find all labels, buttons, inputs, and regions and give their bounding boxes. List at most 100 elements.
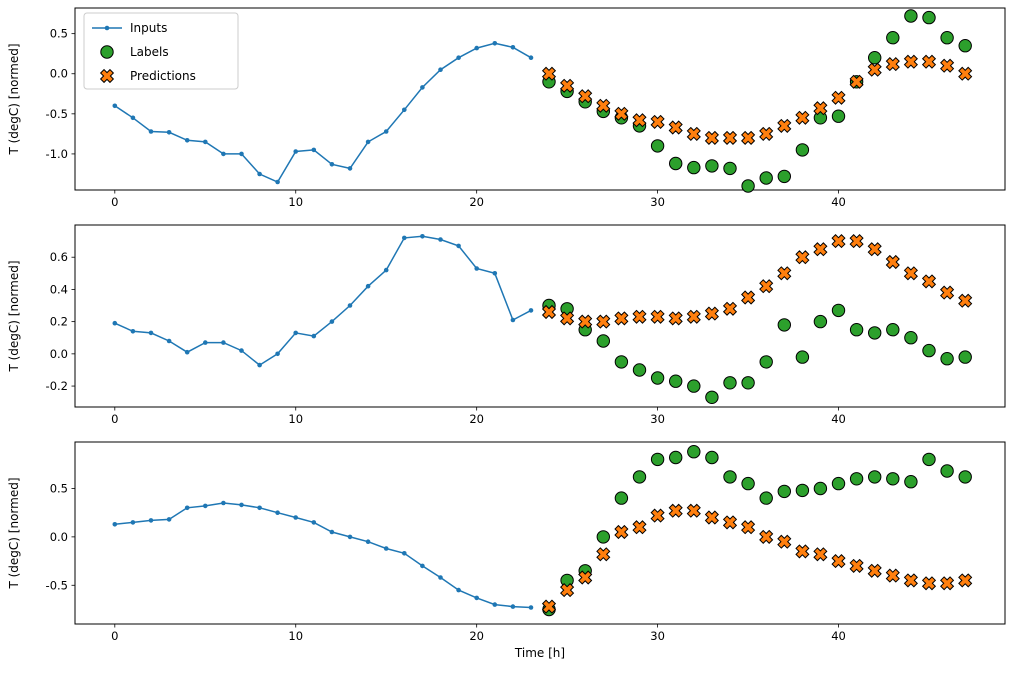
prediction-x-marker <box>632 520 647 535</box>
label-circle-marker <box>759 491 773 505</box>
label-circle-marker <box>723 470 737 484</box>
prediction-x-marker <box>958 293 973 308</box>
inputs-point-marker <box>221 151 226 157</box>
label-circle-marker <box>831 476 846 491</box>
prediction-x-marker <box>614 106 629 121</box>
prediction-x-marker <box>632 113 647 128</box>
label-circle-marker <box>904 9 918 23</box>
inputs-point-marker <box>275 351 280 357</box>
label-circle-marker <box>759 171 773 185</box>
inputs-point-marker <box>112 103 118 109</box>
inputs-point-marker <box>148 330 154 336</box>
legend-label: Inputs <box>130 21 167 35</box>
label-circle-marker <box>795 143 810 157</box>
y-tick-label: 0.0 <box>50 67 68 81</box>
prediction-x-marker <box>921 274 937 289</box>
prediction-x-marker <box>958 573 973 588</box>
prediction-x-marker <box>560 78 575 93</box>
x-tick-label: 40 <box>831 412 846 426</box>
prediction-x-marker <box>578 89 593 104</box>
inputs-point-marker <box>130 115 136 121</box>
inputs-point-marker <box>221 500 226 506</box>
prediction-x-marker <box>759 126 774 141</box>
legend-x-sample <box>99 68 115 84</box>
x-tick-label: 30 <box>650 195 665 209</box>
series-labels <box>542 445 972 617</box>
label-circle-marker <box>650 371 665 385</box>
series-predictions <box>541 54 973 145</box>
inputs-point-marker <box>492 602 498 607</box>
prediction-x-marker <box>541 599 557 614</box>
label-circle-marker <box>940 464 954 478</box>
label-circle-marker <box>922 343 936 358</box>
label-circle-marker <box>777 169 791 184</box>
inputs-point-marker <box>492 41 498 46</box>
axes-frame <box>74 224 1006 408</box>
inputs-point-marker <box>257 362 262 368</box>
label-circle-marker <box>849 323 864 337</box>
prediction-x-marker <box>741 520 756 535</box>
plot-area <box>75 442 1005 624</box>
label-circle-marker <box>868 470 882 484</box>
inputs-point-marker <box>112 522 118 527</box>
legend: Inputs Labels Predictions <box>83 12 239 90</box>
prediction-x-marker <box>921 54 937 69</box>
label-circle-marker <box>741 376 755 390</box>
label-circle-marker <box>687 379 701 393</box>
inputs-point-marker <box>166 130 172 135</box>
inputs-point-marker <box>239 151 244 157</box>
label-circle-marker <box>669 374 683 388</box>
y-tick-label: -0.5 <box>46 107 68 121</box>
prediction-x-marker <box>795 110 810 125</box>
y-axis-label: T (degC) [normed] <box>7 260 21 372</box>
label-circle-marker <box>669 450 683 465</box>
label-circle-marker <box>705 390 719 404</box>
label-circle-marker <box>922 10 936 25</box>
axes-frame <box>74 441 1006 625</box>
label-circle-marker <box>831 109 846 123</box>
prediction-x-marker <box>722 301 738 316</box>
prediction-x-marker <box>614 311 629 326</box>
inputs-point-marker <box>383 546 389 551</box>
inputs-point-marker <box>528 308 534 313</box>
prediction-x-marker <box>650 114 665 129</box>
inputs-point-marker <box>438 67 443 72</box>
label-circle-marker <box>705 450 719 465</box>
prediction-x-marker <box>668 503 683 518</box>
label-circle-marker <box>777 318 791 332</box>
prediction-x-marker <box>741 290 756 305</box>
inputs-point-marker <box>438 237 443 242</box>
inputs-point-marker <box>456 243 461 249</box>
y-tick-label: 0.5 <box>50 481 68 495</box>
label-circle-marker <box>650 139 665 153</box>
inputs-point-marker <box>148 129 154 134</box>
prediction-x-marker <box>560 311 575 326</box>
label-circle-marker <box>723 376 737 390</box>
inputs-point-marker <box>383 267 389 273</box>
inputs-point-marker <box>166 338 172 344</box>
inputs-point-marker <box>510 317 516 323</box>
legend-entry-inputs: Inputs <box>92 21 167 35</box>
label-circle-marker <box>958 470 972 484</box>
inputs-point-marker <box>329 162 335 167</box>
label-circle-marker <box>886 31 900 45</box>
x-tick-label: 20 <box>469 412 484 426</box>
prediction-x-marker <box>704 306 719 321</box>
inputs-point-marker <box>275 179 280 185</box>
label-circle-marker <box>632 470 647 484</box>
prediction-x-marker <box>903 54 918 69</box>
label-circle-marker <box>940 31 954 45</box>
prediction-x-marker <box>686 126 701 141</box>
inputs-line <box>114 42 532 183</box>
label-circle-marker <box>958 39 972 53</box>
inputs-point-marker <box>365 283 371 289</box>
prediction-x-marker <box>849 558 864 573</box>
inputs-point-marker <box>347 303 353 308</box>
inputs-point-marker <box>438 575 443 580</box>
prediction-x-marker <box>759 529 774 544</box>
prediction-x-marker <box>940 576 955 591</box>
label-circle-marker <box>868 326 882 340</box>
x-tick-label: 0 <box>111 195 118 209</box>
